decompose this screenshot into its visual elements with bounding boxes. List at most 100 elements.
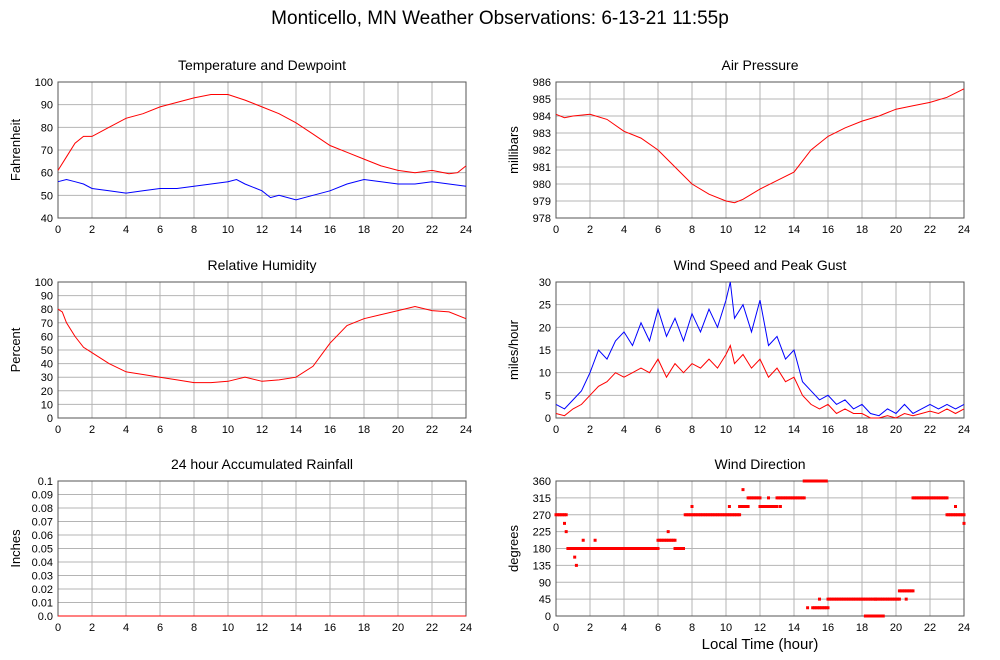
direction-point — [731, 513, 735, 517]
direction-point — [564, 513, 568, 517]
direction-point — [746, 505, 750, 508]
x-tick-label: 16 — [822, 622, 834, 634]
y-tick-label: 0.08 — [32, 503, 53, 515]
direction-point — [918, 496, 922, 500]
direction-point — [852, 597, 855, 601]
direction-point — [685, 513, 689, 517]
direction-point — [884, 597, 888, 601]
direction-point — [593, 547, 597, 550]
direction-point — [729, 513, 733, 517]
y-tick-label: 0.06 — [32, 530, 53, 542]
y-tick-label: 981 — [533, 162, 551, 174]
direction-point — [583, 547, 587, 550]
direction-point — [573, 547, 577, 550]
direction-point — [678, 547, 682, 550]
y-tick-label: 5 — [545, 390, 551, 402]
chart-title: 24 hour Accumulated Rainfall — [171, 456, 353, 472]
direction-point — [775, 505, 779, 508]
direction-point — [768, 505, 772, 508]
x-tick-label: 14 — [788, 224, 800, 236]
direction-point — [697, 513, 701, 517]
direction-point — [950, 513, 954, 517]
direction-point — [581, 538, 585, 542]
direction-point — [848, 597, 852, 601]
direction-point — [911, 496, 915, 500]
direction-point — [802, 479, 806, 483]
plot-frame — [555, 81, 965, 219]
direction-point — [814, 606, 818, 610]
direction-point — [710, 513, 714, 517]
x-axis-label: Local Time (hour) — [701, 636, 819, 653]
x-tick-label: 22 — [924, 424, 936, 436]
direction-point — [845, 597, 849, 601]
y-axis-label: Inches — [8, 529, 23, 568]
direction-point — [649, 547, 653, 550]
x-tick-label: 24 — [460, 224, 472, 236]
direction-point — [675, 547, 679, 550]
plot-frame — [555, 281, 965, 419]
direction-point — [926, 496, 930, 500]
direction-point — [600, 547, 604, 550]
x-tick-label: 24 — [958, 224, 970, 236]
direction-point — [557, 513, 561, 517]
y-tick-label: 985 — [533, 94, 551, 106]
direction-point — [925, 496, 929, 500]
x-tick-label: 8 — [191, 424, 197, 436]
x-tick-label: 0 — [55, 622, 61, 634]
x-tick-label: 14 — [788, 424, 800, 436]
direction-point — [945, 513, 949, 517]
direction-point — [962, 521, 966, 525]
direction-point — [773, 505, 777, 508]
y-tick-label: 225 — [533, 527, 551, 539]
direction-point — [928, 496, 932, 500]
direction-point — [602, 547, 606, 550]
direction-point — [877, 597, 881, 601]
direction-point — [819, 606, 823, 610]
direction-point — [739, 505, 743, 508]
x-tick-label: 8 — [689, 622, 695, 634]
direction-point — [716, 513, 719, 517]
direction-point — [935, 496, 939, 500]
direction-point — [869, 614, 872, 618]
y-tick-label: 0.04 — [32, 557, 53, 569]
direction-point — [639, 547, 643, 550]
x-tick-label: 4 — [621, 224, 627, 236]
direction-point — [778, 505, 782, 508]
y-tick-label: 978 — [533, 213, 551, 225]
direction-point — [804, 479, 808, 483]
direction-point — [578, 547, 582, 550]
direction-point — [901, 589, 905, 593]
y-tick-label: 0.1 — [38, 476, 53, 488]
direction-point — [719, 513, 723, 517]
direction-point — [753, 496, 757, 500]
direction-point — [875, 597, 879, 601]
direction-point — [850, 597, 854, 601]
direction-point — [952, 513, 956, 517]
direction-point — [836, 597, 840, 601]
direction-point — [880, 597, 884, 601]
x-tick-label: 6 — [655, 224, 661, 236]
direction-point — [568, 547, 572, 550]
direction-point — [648, 547, 651, 550]
x-tick-label: 20 — [392, 424, 404, 436]
direction-point — [882, 597, 886, 601]
direction-point — [897, 597, 901, 601]
y-tick-label: 30 — [41, 372, 53, 384]
direction-point — [722, 513, 726, 517]
direction-point — [782, 496, 786, 500]
direction-point — [777, 496, 781, 500]
x-tick-label: 12 — [754, 622, 766, 634]
y-axis-label: Fahrenheit — [8, 119, 23, 182]
y-tick-label: 315 — [533, 493, 551, 505]
direction-point — [874, 614, 878, 618]
direction-point — [692, 513, 696, 517]
series-line-0 — [555, 281, 965, 417]
y-tick-label: 984 — [533, 111, 551, 123]
x-tick-label: 12 — [754, 424, 766, 436]
x-tick-label: 14 — [290, 224, 302, 236]
direction-point — [741, 488, 745, 492]
direction-point — [763, 505, 767, 508]
x-tick-label: 8 — [191, 224, 197, 236]
y-tick-label: 982 — [533, 145, 551, 157]
